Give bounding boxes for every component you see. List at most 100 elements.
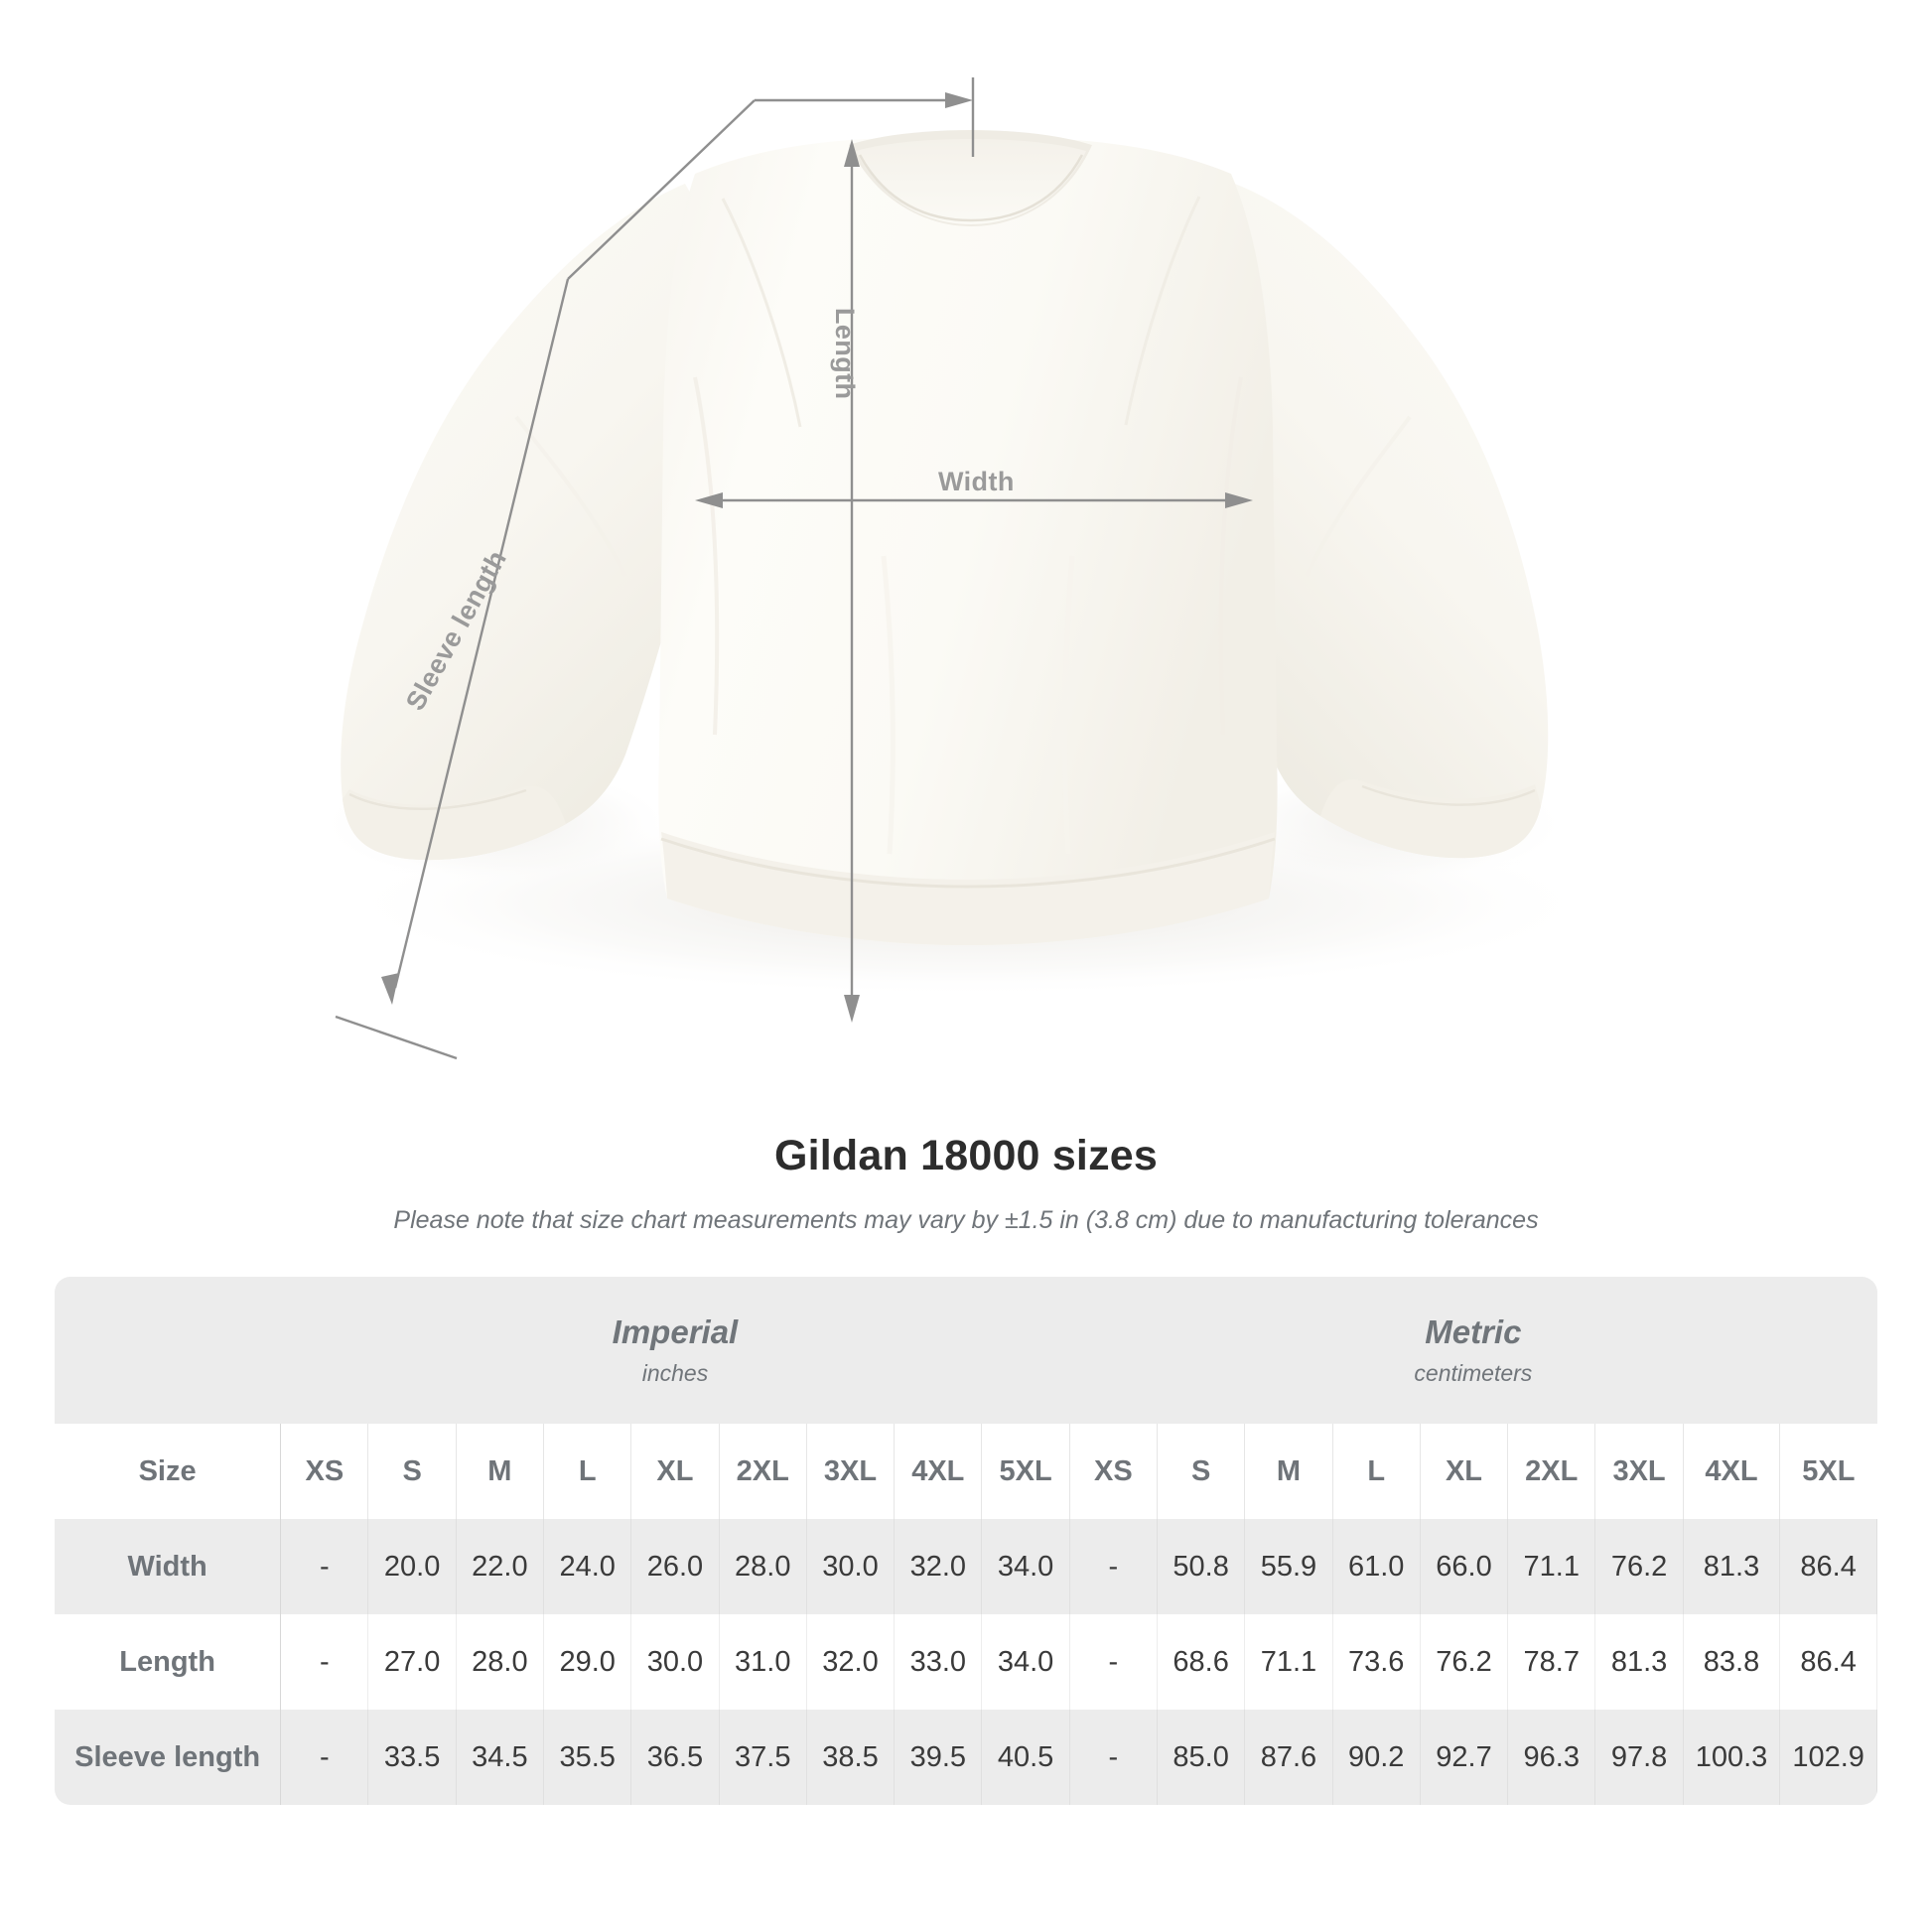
cell-sleeve-met-xs: -: [1068, 1710, 1159, 1805]
length-label: Length: [830, 308, 860, 400]
tolerance-note: Please note that size chart measurements…: [393, 1206, 1539, 1234]
cell-sleeve-imp-l: 35.5: [543, 1710, 632, 1805]
size-table: Imperial inches Metric centimeters Size …: [55, 1277, 1877, 1805]
cell-width-imp-xs: -: [280, 1519, 369, 1614]
cell-length-imp-5xl: 34.0: [981, 1614, 1070, 1710]
cell-sleeve-met-s: 85.0: [1157, 1710, 1246, 1805]
sweatshirt-illustration: [318, 130, 1603, 998]
size-header-label: Size: [55, 1424, 282, 1519]
cell-width-met-5xl: 86.4: [1779, 1519, 1877, 1614]
cell-sleeve-met-4xl: 100.3: [1683, 1710, 1781, 1805]
cell-length-imp-s: 27.0: [367, 1614, 457, 1710]
cell-sleeve-imp-2xl: 37.5: [719, 1710, 807, 1805]
width-label: Width: [938, 467, 1015, 496]
size-col-met-xl: XL: [1420, 1424, 1509, 1519]
size-col-met-m: M: [1244, 1424, 1333, 1519]
cell-width-met-s: 50.8: [1157, 1519, 1246, 1614]
cell-width-imp-3xl: 30.0: [806, 1519, 896, 1614]
size-col-met-4xl: 4XL: [1683, 1424, 1781, 1519]
sleeve-arrow-bottom: [381, 973, 399, 1005]
cell-width-imp-s: 20.0: [367, 1519, 457, 1614]
row-label-sleeve-length: Sleeve length: [55, 1710, 282, 1805]
cell-sleeve-imp-s: 33.5: [367, 1710, 457, 1805]
size-col-imp-4xl: 4XL: [894, 1424, 983, 1519]
cell-length-imp-xs: -: [280, 1614, 369, 1710]
size-col-imp-xs: XS: [280, 1424, 369, 1519]
cell-sleeve-met-2xl: 96.3: [1507, 1710, 1596, 1805]
width-arrow-left: [695, 492, 723, 508]
cell-width-met-4xl: 81.3: [1683, 1519, 1781, 1614]
unit-sub-metric: centimeters: [1414, 1360, 1533, 1387]
unit-sub-imperial: inches: [641, 1360, 709, 1387]
size-col-imp-l: L: [543, 1424, 632, 1519]
table-row: Length - 27.0 28.0 29.0 30.0 31.0 32.0 3…: [55, 1614, 1877, 1710]
table-row: Sleeve length - 33.5 34.5 35.5 36.5 37.5…: [55, 1710, 1877, 1805]
length-arrow-top: [844, 139, 860, 167]
unit-name-metric: Metric: [1425, 1312, 1522, 1350]
cell-width-imp-l: 24.0: [543, 1519, 632, 1614]
cell-length-met-5xl: 86.4: [1779, 1614, 1877, 1710]
cell-sleeve-met-m: 87.6: [1244, 1710, 1333, 1805]
cell-sleeve-met-5xl: 102.9: [1779, 1710, 1877, 1805]
width-arrow-right: [1225, 492, 1253, 508]
cell-length-met-3xl: 81.3: [1594, 1614, 1684, 1710]
cell-length-met-4xl: 83.8: [1683, 1614, 1781, 1710]
cell-width-imp-2xl: 28.0: [719, 1519, 807, 1614]
cell-sleeve-imp-xl: 36.5: [630, 1710, 720, 1805]
size-col-met-2xl: 2XL: [1507, 1424, 1596, 1519]
product-diagram: Length Width Sleeve length: [318, 77, 1603, 1060]
size-col-met-5xl: 5XL: [1779, 1424, 1877, 1519]
sleeve-arrow-top: [945, 92, 973, 108]
unit-header-row: Imperial inches Metric centimeters: [55, 1277, 1877, 1424]
cell-length-met-m: 71.1: [1244, 1614, 1333, 1710]
cell-length-met-xl: 76.2: [1420, 1614, 1509, 1710]
cell-sleeve-imp-xs: -: [280, 1710, 369, 1805]
cell-sleeve-met-l: 90.2: [1332, 1710, 1421, 1805]
unit-name-imperial: Imperial: [612, 1312, 739, 1350]
size-col-met-3xl: 3XL: [1594, 1424, 1684, 1519]
sleeve-shoulder-line: [567, 99, 756, 280]
cell-length-met-2xl: 78.7: [1507, 1614, 1596, 1710]
cell-length-met-l: 73.6: [1332, 1614, 1421, 1710]
cell-sleeve-imp-4xl: 39.5: [894, 1710, 983, 1805]
cell-sleeve-imp-3xl: 38.5: [806, 1710, 896, 1805]
sleeve-dimension-line: [393, 278, 570, 989]
unit-group-imperial: Imperial inches: [280, 1277, 1070, 1424]
size-col-met-s: S: [1157, 1424, 1246, 1519]
cell-length-imp-2xl: 31.0: [719, 1614, 807, 1710]
cell-length-imp-4xl: 33.0: [894, 1614, 983, 1710]
row-label-length: Length: [55, 1614, 282, 1710]
cell-width-met-3xl: 76.2: [1594, 1519, 1684, 1614]
size-col-imp-2xl: 2XL: [719, 1424, 807, 1519]
unit-row-spacer: [55, 1277, 281, 1424]
cell-length-imp-l: 29.0: [543, 1614, 632, 1710]
size-col-imp-s: S: [367, 1424, 457, 1519]
cell-width-met-l: 61.0: [1332, 1519, 1421, 1614]
cell-width-imp-m: 22.0: [456, 1519, 545, 1614]
size-col-met-l: L: [1332, 1424, 1421, 1519]
size-col-imp-5xl: 5XL: [981, 1424, 1070, 1519]
page-title: Gildan 18000 sizes: [773, 1132, 1159, 1179]
cell-length-imp-xl: 30.0: [630, 1614, 720, 1710]
cell-width-met-2xl: 71.1: [1507, 1519, 1596, 1614]
length-arrow-bottom: [844, 995, 860, 1023]
cell-length-met-xs: -: [1068, 1614, 1159, 1710]
row-label-width: Width: [55, 1519, 282, 1614]
size-col-imp-3xl: 3XL: [806, 1424, 896, 1519]
size-header-row: Size XS S M L XL 2XL 3XL 4XL 5XL XS S M …: [55, 1424, 1877, 1519]
size-table-container: Imperial inches Metric centimeters Size …: [55, 1277, 1877, 1805]
cell-sleeve-imp-m: 34.5: [456, 1710, 545, 1805]
cell-length-met-s: 68.6: [1157, 1614, 1246, 1710]
size-col-met-xs: XS: [1068, 1424, 1159, 1519]
size-col-imp-xl: XL: [630, 1424, 720, 1519]
cell-width-imp-5xl: 34.0: [981, 1519, 1070, 1614]
cell-sleeve-imp-5xl: 40.5: [981, 1710, 1070, 1805]
table-row: Width - 20.0 22.0 24.0 26.0 28.0 30.0 32…: [55, 1519, 1877, 1614]
cell-length-imp-3xl: 32.0: [806, 1614, 896, 1710]
cell-sleeve-met-3xl: 97.8: [1594, 1710, 1684, 1805]
cell-width-imp-4xl: 32.0: [894, 1519, 983, 1614]
cell-width-imp-xl: 26.0: [630, 1519, 720, 1614]
heading-block: Gildan 18000 sizes Please note that size…: [0, 1132, 1932, 1235]
cell-width-met-m: 55.9: [1244, 1519, 1333, 1614]
